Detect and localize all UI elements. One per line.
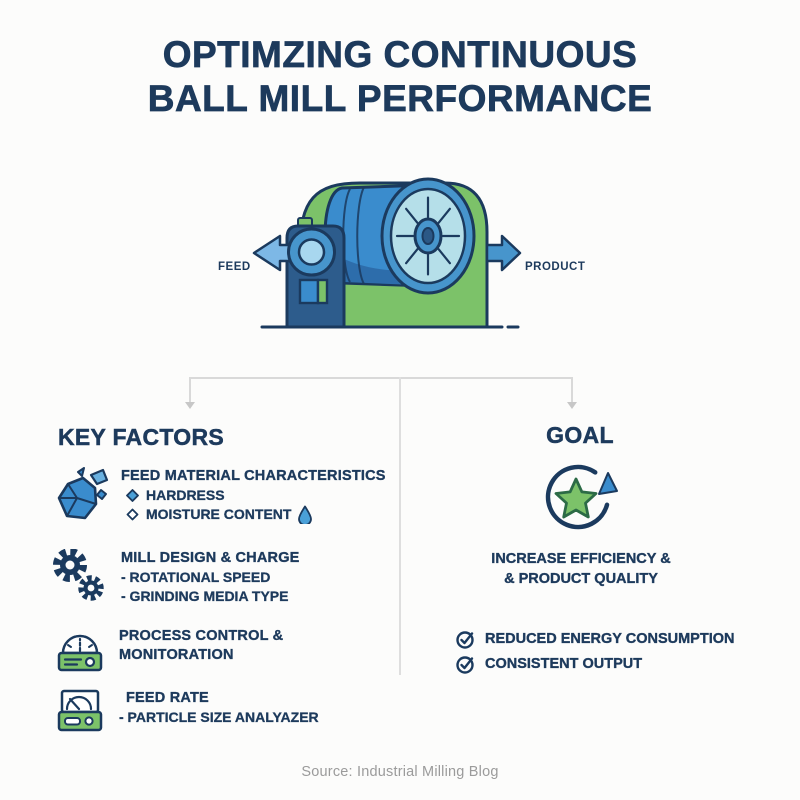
check-circle-icon bbox=[456, 656, 474, 674]
feed-label: FEED bbox=[218, 261, 251, 273]
drum-ring-line bbox=[356, 186, 365, 285]
goal-description-line2: & PRODUCT QUALITY bbox=[504, 571, 658, 587]
source-attribution: Source: Industrial Milling Blog bbox=[301, 764, 499, 780]
gauge-monitor-icon bbox=[57, 634, 103, 672]
diamond-outline-icon bbox=[126, 508, 139, 520]
feed-rate-meter-icon bbox=[57, 689, 103, 732]
key-factor-title: FEED RATE bbox=[126, 690, 209, 706]
checklist-text: CONSISTENT OUTPUT bbox=[485, 656, 643, 672]
gears-icon bbox=[53, 549, 104, 601]
check-circle-icon bbox=[456, 631, 474, 649]
disc-hub-center bbox=[421, 227, 435, 245]
bullet-text: - GRINDING MEDIA TYPE bbox=[121, 587, 289, 604]
box-window-blue bbox=[298, 278, 320, 305]
bullet-text: - ROTATIONAL SPEED bbox=[121, 569, 271, 585]
key-factor-title: MILL DESIGN & CHARGE bbox=[121, 550, 300, 566]
water-droplet-icon bbox=[298, 505, 313, 524]
mill-drum-shadow bbox=[327, 248, 415, 285]
key-factor-title: PROCESS CONTROL & bbox=[119, 628, 284, 644]
goal-heading: GOAL bbox=[546, 422, 614, 449]
page-title: OPTIMZING CONTINUOUS BALL MILL PERFORMAN… bbox=[0, 33, 800, 121]
connector-left-stub bbox=[189, 377, 191, 403]
bullet-hardness: HARDRESS bbox=[126, 486, 386, 505]
connector-arrowhead-left bbox=[185, 402, 195, 409]
connector-horizontal-line bbox=[190, 377, 573, 379]
cycle-arrowhead bbox=[598, 472, 618, 495]
rocks-icon bbox=[57, 467, 109, 520]
goal-star bbox=[554, 477, 598, 519]
goal-description-line1: INCREASE EFFICIENCY & bbox=[491, 551, 671, 567]
checklist-item: CONSISTENT OUTPUT bbox=[455, 654, 734, 674]
diamond-filled-icon bbox=[126, 488, 139, 502]
product-label: PRODUCT bbox=[525, 261, 585, 273]
key-factor-item-process-control: PROCESS CONTROL & MONITORATION bbox=[57, 627, 283, 672]
title-line-1: OPTIMZING CONTINUOUS bbox=[162, 34, 638, 76]
shaft-flange-center bbox=[297, 238, 326, 266]
checklist-text: REDUCED ENERGY CONSUMPTION bbox=[485, 631, 735, 647]
key-factor-title-line2: MONITORATION bbox=[119, 647, 234, 663]
goal-checklist: REDUCED ENERGY CONSUMPTION CONSISTENT OU… bbox=[455, 629, 735, 674]
key-factor-item-feed-rate: FEED RATE - PARTICLE SIZE ANALYAZER bbox=[57, 689, 319, 733]
key-factor-item-feed-material: FEED MATERIAL CHARACTERISTICS HARDRESS M… bbox=[55, 467, 386, 525]
connector-right-stub bbox=[571, 377, 573, 403]
star-cycle-icon bbox=[545, 464, 618, 530]
key-factor-title: FEED MATERIAL CHARACTERISTICS bbox=[121, 468, 386, 484]
checklist-item: REDUCED ENERGY CONSUMPTION bbox=[455, 629, 735, 649]
product-arrow bbox=[485, 234, 522, 272]
title-line-2: BALL MILL PERFORMANCE bbox=[147, 78, 653, 120]
goal-description: INCREASE EFFICIENCY & & PRODUCT QUALITY bbox=[470, 549, 692, 589]
bullet-text: - PARTICLE SIZE ANALYAZER bbox=[119, 709, 319, 725]
key-factors-heading: KEY FACTORS bbox=[58, 424, 225, 451]
connector-arrowhead-right bbox=[567, 402, 577, 409]
connector-center-divider bbox=[399, 377, 401, 675]
disc-spokes bbox=[395, 196, 461, 276]
mill-end-disc bbox=[380, 177, 476, 295]
bullet-text: HARDRESS bbox=[146, 487, 225, 503]
ball-mill-illustration: FEED PRODUCT bbox=[218, 177, 585, 329]
key-factor-item-mill-design: MILL DESIGN & CHARGE - ROTATIONAL SPEED … bbox=[53, 549, 300, 606]
bullet-moisture: MOISTURE CONTENT bbox=[126, 505, 386, 524]
box-window-green bbox=[316, 278, 329, 305]
bullet-text: MOISTURE CONTENT bbox=[146, 505, 292, 522]
